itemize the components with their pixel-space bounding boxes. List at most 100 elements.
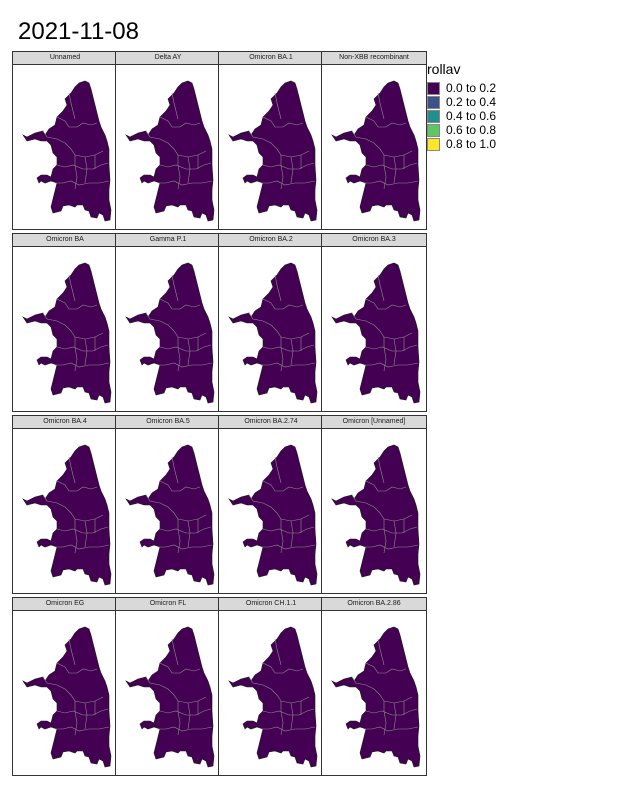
facet-strip-label: Omicron BA.5 — [115, 415, 221, 429]
facet-strip-label: Omicron BA.4 — [12, 415, 118, 429]
legend-item: 0.6 to 0.8 — [427, 123, 496, 137]
choropleth-map — [22, 80, 112, 222]
choropleth-map — [125, 626, 215, 768]
facet-map-area — [218, 64, 324, 230]
region-boundary — [56, 708, 109, 716]
facet-strip-label: Unnamed — [12, 51, 118, 65]
legend-swatch — [427, 95, 440, 109]
facet-strip-label: Omicron EG — [12, 597, 118, 611]
region-boundary — [351, 312, 413, 340]
legend-swatch — [427, 137, 440, 151]
facet-panel: Omicron BA — [12, 233, 118, 413]
facet-strip-label: Omicron BA.3 — [321, 233, 427, 247]
region-boundary — [248, 312, 310, 340]
region-boundary — [365, 662, 407, 674]
region-boundary — [262, 708, 315, 716]
facet-panel: Unnamed — [12, 51, 118, 231]
map-region — [22, 444, 112, 586]
region-boundary — [393, 338, 397, 366]
facet-map-area — [321, 428, 427, 594]
map-region — [228, 80, 318, 222]
region-boundary — [262, 480, 304, 492]
region-boundary — [68, 638, 76, 666]
region-boundary — [290, 156, 294, 184]
facet-strip-label: Delta AY — [115, 51, 221, 65]
region-boundary — [145, 676, 207, 704]
map-region — [331, 80, 421, 222]
region-boundary — [377, 274, 385, 302]
region-boundary — [377, 92, 385, 120]
legend-swatch — [427, 123, 440, 137]
region-boundary — [55, 362, 110, 368]
map-region — [22, 626, 112, 768]
choropleth-map — [331, 444, 421, 586]
legend-item: 0.4 to 0.6 — [427, 109, 496, 123]
map-region — [228, 626, 318, 768]
region-boundary — [262, 344, 315, 352]
map-region — [125, 262, 215, 404]
facet-map-area — [218, 428, 324, 594]
facet-panel: Omicron BA.4 — [12, 415, 118, 595]
region-boundary — [158, 180, 213, 186]
legend-label: 0.2 to 0.4 — [446, 95, 497, 109]
facet-panel: Omicron BA.2.74 — [218, 415, 324, 595]
choropleth-map — [22, 444, 112, 586]
region-boundary — [262, 162, 315, 170]
choropleth-map — [22, 626, 112, 768]
region-boundary — [393, 702, 397, 730]
region-boundary — [351, 676, 413, 704]
region-boundary — [377, 638, 385, 666]
facet-strip-label: Omicron BA.2.86 — [321, 597, 427, 611]
legend-label: 0.0 to 0.2 — [446, 81, 497, 95]
region-boundary — [42, 130, 104, 158]
region-boundary — [261, 362, 316, 368]
region-boundary — [365, 344, 418, 352]
facet-map-area — [218, 246, 324, 412]
legend-item: 0.8 to 1.0 — [427, 137, 496, 151]
facet-map-area — [115, 610, 221, 776]
facet-panel: Omicron CH.1.1 — [218, 597, 324, 777]
region-boundary — [74, 155, 78, 190]
region-boundary — [42, 494, 104, 522]
region-boundary — [248, 676, 310, 704]
map-region — [228, 262, 318, 404]
region-boundary — [365, 480, 407, 492]
facet-strip-label: Omicron [Unnamed] — [321, 415, 427, 429]
region-boundary — [158, 362, 213, 368]
region-boundary — [290, 338, 294, 366]
facet-map-area — [321, 64, 427, 230]
facet-panel: Omicron FL — [115, 597, 221, 777]
region-boundary — [248, 494, 310, 522]
region-boundary — [187, 520, 191, 548]
region-boundary — [55, 544, 110, 550]
region-boundary — [280, 701, 284, 736]
region-boundary — [364, 180, 419, 186]
choropleth-map — [125, 444, 215, 586]
region-boundary — [393, 520, 397, 548]
legend-item: 0.2 to 0.4 — [427, 95, 496, 109]
region-boundary — [365, 708, 418, 716]
facet-panel: Non-XBB recombinant — [321, 51, 427, 231]
region-boundary — [74, 519, 78, 554]
choropleth-map — [331, 626, 421, 768]
map-region — [331, 626, 421, 768]
region-boundary — [364, 362, 419, 368]
region-boundary — [56, 480, 98, 492]
choropleth-map — [228, 80, 318, 222]
region-boundary — [261, 180, 316, 186]
region-boundary — [158, 544, 213, 550]
region-boundary — [393, 156, 397, 184]
region-boundary — [171, 638, 179, 666]
legend-swatch — [427, 81, 440, 95]
region-boundary — [274, 274, 282, 302]
region-boundary — [177, 155, 181, 190]
region-boundary — [56, 662, 98, 674]
map-region — [125, 80, 215, 222]
facet-panel: Omicron BA.2 — [218, 233, 324, 413]
facet-strip-label: Omicron BA.1 — [218, 51, 324, 65]
legend-item: 0.0 to 0.2 — [427, 81, 496, 95]
region-boundary — [274, 638, 282, 666]
facet-strip-label: Omicron CH.1.1 — [218, 597, 324, 611]
region-boundary — [159, 162, 212, 170]
legend-title: rollav — [427, 61, 461, 77]
